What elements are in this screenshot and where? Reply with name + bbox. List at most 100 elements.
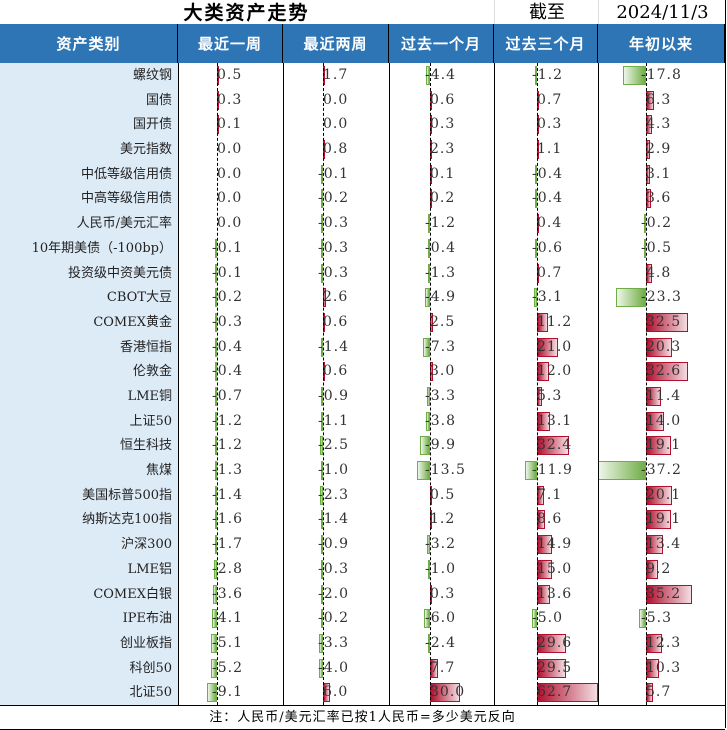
asset-name: 投资级中资美元债 — [67, 265, 172, 281]
table-row: 螺纹钢 0.5 1.7 -4.4 -1.2 -17.8 — [0, 63, 725, 88]
negative-data-bar — [321, 337, 323, 357]
column-divider — [389, 63, 390, 705]
column-divider — [178, 63, 179, 705]
value-last-two-weeks: 0.0 — [323, 116, 349, 133]
negative-data-bar — [622, 66, 646, 85]
negative-data-bar — [535, 164, 537, 184]
value-last-week: -0.7 — [212, 388, 243, 404]
negative-data-bar — [215, 485, 217, 505]
value-past-three-months: -0.4 — [532, 190, 563, 207]
asset-name: 香港恒指 — [119, 339, 172, 355]
negative-data-bar — [425, 288, 430, 308]
negative-data-bar — [428, 214, 430, 234]
value-past-month: 0.1 — [430, 165, 456, 182]
value-past-month: 3.0 — [430, 363, 456, 380]
value-past-month: -1.0 — [425, 560, 456, 577]
column-divider — [283, 63, 284, 705]
negative-data-bar — [321, 164, 323, 184]
table-row: 美国标普500指 -1.4 -2.3 0.5 7.1 20.1 — [0, 483, 725, 508]
value-last-two-weeks: -0.3 — [318, 264, 349, 281]
negative-data-bar — [321, 559, 323, 579]
value-last-week: -1.4 — [212, 486, 243, 503]
value-past-month: -3.8 — [425, 412, 456, 429]
negative-data-bar — [320, 436, 323, 456]
negative-data-bar — [428, 238, 430, 258]
value-past-month: 0.6 — [430, 91, 456, 108]
value-past-month: -4.4 — [425, 67, 456, 83]
table-row: COMEX黄金 -0.3 0.6 2.5 11.2 32.5 — [0, 310, 725, 335]
value-past-three-months: 29.5 — [537, 659, 573, 676]
right-border — [725, 0, 726, 728]
value-last-week: -9.1 — [212, 684, 243, 701]
zero-axis-line — [217, 63, 218, 705]
value-last-week: -5.1 — [212, 634, 243, 651]
value-last-week: 0.3 — [217, 91, 243, 108]
value-past-month: -7.3 — [425, 338, 456, 355]
value-last-week: -2.8 — [212, 560, 243, 577]
value-year-to-date: 32.5 — [646, 313, 682, 330]
header-asset-class: 资产类别 — [0, 24, 178, 63]
value-past-three-months: 13.6 — [537, 585, 573, 602]
value-last-week: -1.6 — [212, 511, 243, 528]
value-past-month: -1.2 — [425, 215, 456, 232]
value-year-to-date: 4.3 — [646, 116, 672, 133]
value-past-month: 0.3 — [430, 585, 456, 602]
value-year-to-date: 20.1 — [646, 486, 682, 503]
table-row: 上证50 -1.2 -1.1 -3.8 13.1 14.0 — [0, 409, 725, 434]
value-past-three-months: -3.1 — [532, 289, 563, 306]
value-past-three-months: 8.6 — [537, 511, 563, 528]
value-year-to-date: 19.1 — [646, 437, 682, 454]
negative-data-bar — [535, 238, 537, 258]
value-last-two-weeks: -0.1 — [318, 165, 349, 182]
value-last-two-weeks: -2.0 — [318, 585, 349, 602]
table-row: 国债 0.3 0.0 0.6 0.7 6.3 — [0, 88, 725, 113]
column-divider — [494, 63, 495, 705]
negative-data-bar — [321, 411, 323, 431]
value-last-two-weeks: -3.3 — [318, 634, 349, 651]
title-row: 大类资产走势 截至 2024/11/3 — [0, 0, 725, 25]
value-year-to-date: 20.3 — [646, 338, 682, 355]
value-last-week: -4.1 — [212, 610, 243, 627]
asset-name: 中低等级信用债 — [80, 166, 172, 182]
asset-name: 美元指数 — [119, 142, 172, 158]
value-last-week: 0.5 — [217, 67, 243, 83]
value-past-month: -3.2 — [425, 536, 456, 553]
negative-data-bar — [644, 238, 646, 258]
asset-name: COMEX白银 — [93, 586, 172, 602]
value-last-two-weeks: -0.2 — [318, 190, 349, 207]
value-year-to-date: 3.6 — [646, 190, 672, 207]
value-past-month: 7.7 — [430, 659, 456, 676]
negative-data-bar — [215, 312, 217, 332]
negative-data-bar — [321, 263, 323, 283]
negative-data-bar — [215, 461, 217, 481]
negative-data-bar — [425, 66, 430, 85]
negative-data-bar — [211, 658, 217, 678]
negative-data-bar — [321, 214, 323, 234]
value-year-to-date: 19.1 — [646, 511, 682, 528]
header-past-three-months: 过去三个月 — [494, 24, 598, 63]
negative-data-bar — [535, 189, 537, 209]
value-year-to-date: 9.2 — [646, 560, 672, 577]
table-row: LME铝 -2.8 -0.3 -1.0 15.0 9.2 — [0, 557, 725, 582]
value-past-month: -6.0 — [425, 610, 456, 627]
value-last-two-weeks: -2.3 — [318, 486, 349, 503]
value-last-two-weeks: 0.0 — [323, 91, 349, 108]
value-past-month: -1.3 — [425, 264, 456, 281]
negative-data-bar — [321, 535, 323, 555]
value-past-three-months: 21.0 — [537, 338, 573, 355]
negative-data-bar — [215, 362, 217, 382]
value-year-to-date: 35.2 — [646, 585, 682, 602]
value-year-to-date: 5.7 — [646, 684, 672, 701]
value-last-two-weeks: -1.1 — [318, 412, 349, 429]
asset-name: 纳斯达克100指 — [82, 512, 172, 528]
value-last-two-weeks: -0.9 — [318, 388, 349, 404]
value-last-week: -1.3 — [212, 462, 243, 479]
negative-data-bar — [639, 609, 646, 629]
value-past-three-months: 32.4 — [537, 437, 573, 454]
value-past-three-months: 0.4 — [537, 215, 563, 232]
negative-data-bar — [428, 559, 430, 579]
negative-data-bar — [215, 411, 217, 431]
value-past-three-months: 0.3 — [537, 116, 563, 133]
value-past-three-months: 11.2 — [537, 313, 573, 330]
column-header-row: 资产类别 最近一周 最近两周 过去一个月 过去三个月 年初以来 — [0, 24, 725, 63]
